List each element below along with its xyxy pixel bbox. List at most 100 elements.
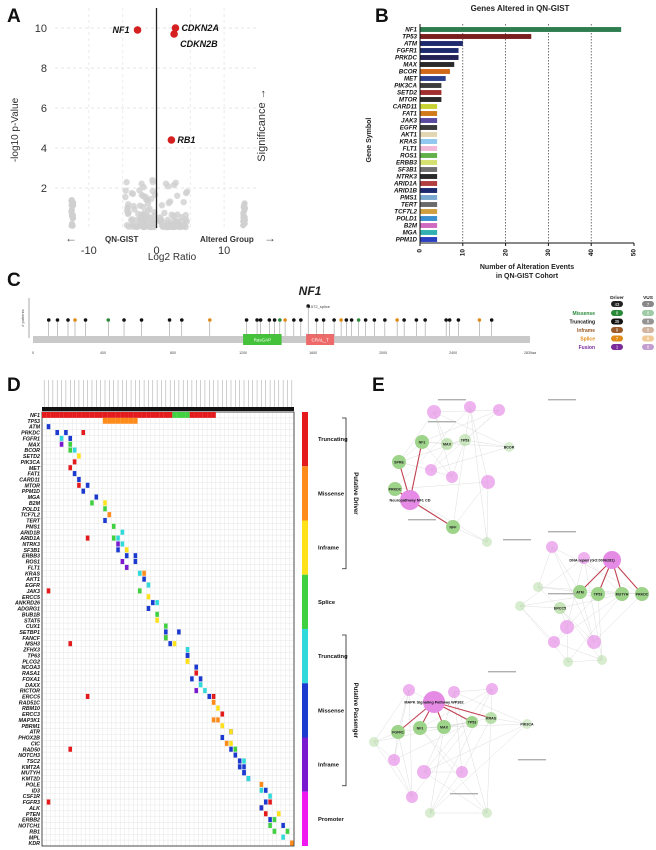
oncoprint-cell — [94, 494, 99, 500]
network-edge — [373, 741, 413, 798]
oncoprint-gene-label: MGA — [28, 495, 41, 501]
network-edge — [398, 439, 466, 463]
oncoprint-cell — [81, 429, 86, 436]
bar-mtor — [420, 97, 442, 102]
oncoprint-gene-label: ATR — [29, 730, 41, 736]
network-small-label — [488, 671, 516, 673]
oncoprint-gene-label: ERCC5 — [22, 694, 41, 700]
bar-mga — [420, 230, 438, 235]
lollipop-axis-tick: 400 — [100, 351, 106, 355]
gene-node — [482, 537, 492, 547]
bar-category-label: ARID1B — [393, 187, 418, 194]
domain-cral-label: CRAL_T — [311, 338, 329, 343]
lollipop-head — [306, 304, 310, 308]
oncoprint-cell — [176, 412, 182, 418]
oncoprint-gene-label: KDR — [29, 841, 41, 847]
oncoprint-cell — [203, 688, 207, 694]
oncoprint-cell — [103, 517, 107, 524]
network-edge — [394, 406, 471, 490]
network-edge — [398, 411, 435, 463]
volcano-background-point — [133, 216, 140, 224]
bar-category-label: NTRK3 — [396, 173, 417, 180]
gene-node-label: TP53 — [461, 439, 470, 443]
volcano-label: CDKN2B — [180, 39, 218, 49]
lollipop-head — [299, 318, 303, 322]
bar-category-label: MAX — [403, 61, 418, 68]
oncoprint-gene-label: RAD51C — [19, 700, 40, 706]
oncoprint-gene-label: ERCC3 — [22, 712, 40, 718]
panel-c-letter: C — [7, 270, 21, 291]
gene-node-label: NFF — [450, 526, 458, 530]
network-edge — [421, 441, 453, 478]
network-edge — [469, 406, 488, 543]
oncoprint-cell — [124, 553, 129, 559]
oncoprint-gene-label: RAD50 — [23, 747, 40, 753]
oncoprint-cell — [46, 424, 51, 430]
colorbar-segment — [302, 574, 308, 629]
colorbar-label: Splice — [318, 600, 336, 606]
volcano-background-point — [125, 201, 132, 208]
gene-node-label: PRKDC — [636, 593, 649, 597]
oncoprint-gene-label: POLD1 — [22, 507, 40, 513]
oncoprint-cell — [168, 641, 172, 647]
bar-card11 — [420, 104, 438, 109]
legend-driver-total — [611, 301, 623, 307]
pathway-hub-label: MAPK Signaling Pathway WP382 — [404, 701, 463, 705]
pathway-node — [406, 791, 418, 803]
colorbar-segment — [302, 412, 308, 467]
oncoprint-gene-label: SETD2 — [23, 454, 40, 460]
volcano-background-point — [180, 198, 187, 206]
oncoprint-gene-label: PBRM1 — [21, 724, 40, 730]
lollipop-annotation: X1572_splice — [306, 304, 331, 309]
panel-a-letter: A — [7, 6, 21, 27]
gene-node — [591, 587, 605, 601]
gene-node — [388, 482, 402, 496]
network-edge — [451, 439, 466, 478]
bar-category-label: MGA — [403, 229, 418, 236]
right-arrow: → — [264, 231, 276, 245]
gene-node-label: BCOR — [504, 446, 515, 450]
colorbar-segment — [302, 520, 308, 575]
network-edge — [397, 689, 410, 733]
oncoprint-cell — [194, 688, 199, 694]
colorbar-label: Truncating — [318, 654, 348, 660]
oncoprint-cell — [81, 488, 86, 494]
oncoprint-gene-label: ERBB3 — [22, 554, 40, 560]
lollipop-head — [180, 318, 184, 322]
lollipop-head — [332, 318, 336, 322]
bar-setd2 — [420, 90, 442, 95]
oncoprint-cell — [94, 412, 99, 418]
gene-node — [446, 520, 460, 534]
bar-category-label: SETD2 — [397, 89, 418, 96]
lollipop-head — [244, 318, 249, 322]
oncoprint-gene-label: ERBB2 — [22, 818, 40, 824]
oncoprint-gene-label: FGFR3 — [23, 800, 40, 806]
legend-row-label: Missense — [572, 311, 595, 317]
oncoprint-cell — [55, 412, 60, 418]
gene-node — [515, 601, 525, 611]
lollipop-head — [414, 318, 419, 322]
oncoprint-gene-label: FAT1 — [27, 472, 40, 478]
pathway-node — [587, 635, 601, 649]
volcano-background-point — [123, 179, 130, 186]
oncoprint-cell — [189, 412, 195, 418]
volcano-xtick: 10 — [218, 245, 230, 257]
oncoprint-gene-label: MET — [29, 466, 41, 472]
colorbar-segment — [302, 683, 308, 738]
gene-node — [563, 657, 573, 667]
volcano-plot: 2 4 6 8 10 NF1 CDKN2A CDKN2B RB1 -10 0 10 -log10 … — [10, 8, 276, 263]
gene-node-label: NF1 — [419, 441, 426, 445]
oncoprint-cell — [259, 781, 264, 787]
lollipop-axis-tick: 1600 — [309, 351, 317, 355]
oncoprint-gene-label: NTRK3 — [22, 542, 40, 548]
oncoprint-cell — [268, 793, 272, 799]
oncoprint-cell — [216, 705, 220, 711]
oncoprint-cell — [146, 582, 151, 588]
oncoprint-cell — [103, 500, 107, 506]
lollipop-head — [208, 318, 212, 322]
network-edge — [393, 721, 473, 761]
volcano-background-point — [161, 209, 168, 217]
oncoprint-gene-label: TP63 — [27, 653, 40, 659]
network-edge — [419, 727, 463, 773]
bar-category-label: CARD11 — [393, 103, 418, 110]
